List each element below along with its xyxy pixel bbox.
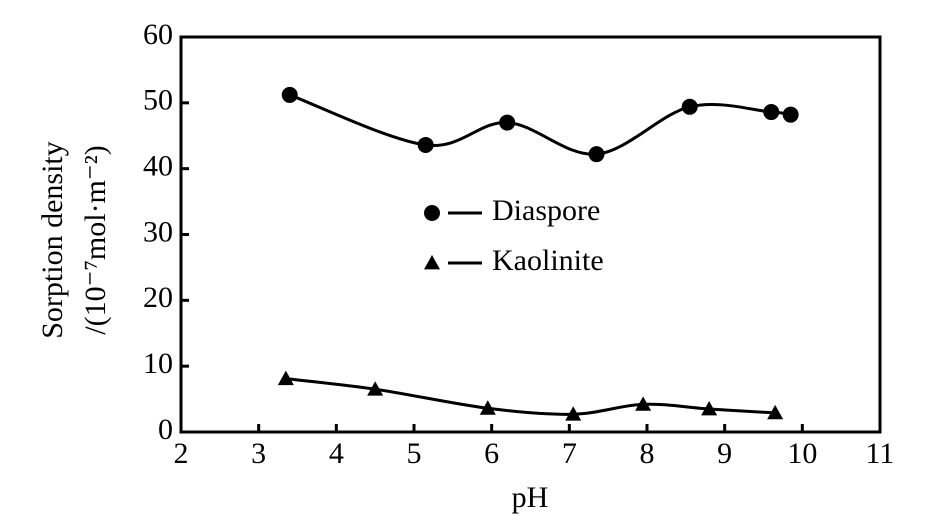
y-axis-label: /(10⁻⁷mol·m⁻²) (79, 145, 112, 334)
marker (701, 400, 718, 416)
marker (417, 136, 434, 153)
marker (281, 86, 298, 103)
y-axis-label: Sorption density (36, 141, 69, 339)
marker (565, 406, 582, 421)
y-tick-label: 20 (143, 281, 173, 314)
x-tick-label: 11 (866, 437, 895, 470)
x-tick-label: 8 (640, 437, 655, 470)
x-tick-label: 7 (562, 437, 577, 470)
marker (277, 370, 294, 386)
marker (588, 146, 605, 163)
x-tick-label: 10 (787, 437, 817, 470)
marker (479, 400, 496, 415)
series-line (289, 93, 791, 156)
y-tick-label: 30 (143, 215, 173, 248)
x-tick-label: 4 (329, 437, 344, 470)
x-tick-label: 5 (407, 437, 422, 470)
y-tick-label: 40 (143, 150, 173, 183)
marker (763, 104, 780, 121)
marker (681, 98, 698, 115)
y-tick-label: 0 (158, 413, 173, 446)
marker (635, 396, 652, 411)
y-tick-label: 60 (143, 18, 173, 51)
x-tick-label: 6 (484, 437, 499, 470)
y-tick-label: 10 (143, 347, 173, 380)
legend-label: Diaspore (492, 194, 600, 227)
y-tick-label: 50 (143, 84, 173, 117)
x-tick-label: 9 (717, 437, 732, 470)
x-tick-label: 2 (174, 437, 189, 470)
legend-label: Kaolinite (492, 244, 604, 277)
marker (499, 114, 516, 131)
marker (782, 106, 799, 123)
x-tick-label: 3 (251, 437, 266, 470)
legend-marker (424, 205, 440, 221)
marker (367, 381, 384, 396)
x-axis-label: pH (512, 481, 549, 514)
series-line (285, 377, 776, 416)
marker (767, 404, 784, 420)
legend-marker (424, 255, 440, 270)
